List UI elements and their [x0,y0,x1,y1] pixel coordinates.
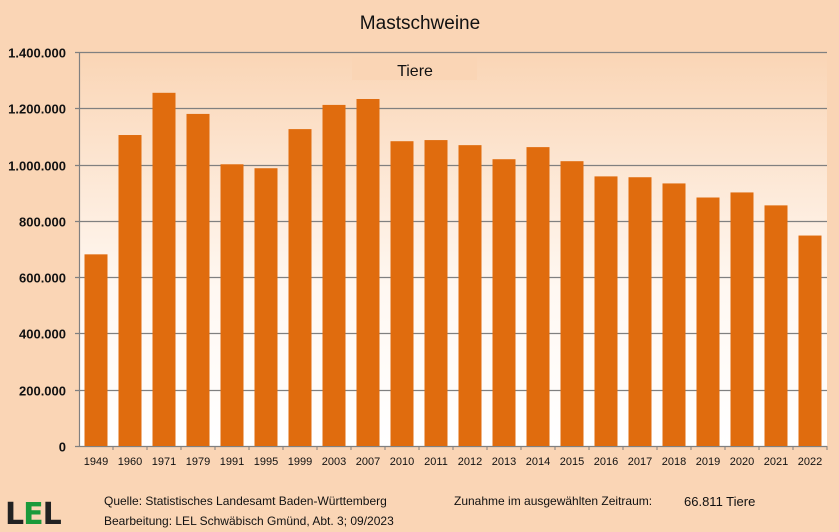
bar-2017 [628,177,652,446]
source-text: Quelle: Statistisches Landesamt Baden-Wü… [104,494,387,508]
bar-1999 [288,129,312,446]
bar-2022 [798,235,822,446]
bar-2020 [730,192,754,446]
y-tick-label: 600.000 [19,271,66,286]
x-tick-label: 1995 [254,456,278,468]
bar-1995 [254,168,278,447]
y-tick-label: 400.000 [19,327,66,342]
x-tick-label: 2013 [492,456,516,468]
bar-2012 [458,145,482,446]
bar-1979 [186,113,210,447]
x-tick-label: 2017 [628,456,652,468]
x-tick-label: 2015 [560,456,584,468]
y-tick-label: 800.000 [19,215,66,230]
bar-1991 [220,164,244,447]
x-tick-label: 1971 [152,456,176,468]
y-tick-label: 1.400.000 [8,46,66,61]
x-tick-label: 2007 [356,456,380,468]
series-label-box [352,57,477,80]
x-tick-label: 2016 [594,456,618,468]
bar-2018 [662,183,686,447]
x-tick-label: 1991 [220,456,244,468]
bar-2010 [390,141,414,446]
y-tick-label: 1.200.000 [8,102,66,117]
x-tick-label: 1979 [186,456,210,468]
x-tick-label: 2021 [764,456,788,468]
bar-2007 [356,98,380,447]
bar-2015 [560,161,584,447]
bar-1971 [152,92,176,447]
y-tick-label: 0 [59,440,66,455]
x-tick-label: 2018 [662,456,686,468]
y-tick-label: 200.000 [19,384,66,399]
bar-2003 [322,104,346,446]
bar-2013 [492,159,516,446]
bar-2019 [696,197,720,446]
bar-1960 [118,135,142,446]
bar-1949 [84,254,108,446]
bar-2011 [424,140,448,446]
x-tick-label: 1960 [118,456,142,468]
series-label: Tiere [397,63,433,80]
bar-2014 [526,147,550,446]
x-tick-label: 2014 [526,456,550,468]
bar-2016 [594,176,618,447]
x-tick-label: 2003 [322,456,346,468]
x-tick-label: 2012 [458,456,482,468]
x-tick-label: 2019 [696,456,720,468]
lel-logo: LEL [5,497,62,532]
y-tick-label: 1.000.000 [8,159,66,174]
x-tick-label: 2022 [798,456,822,468]
bar-2021 [764,205,788,446]
x-tick-label: 1949 [84,456,108,468]
x-tick-label: 2011 [424,456,448,468]
x-tick-label: 2010 [390,456,414,468]
x-tick-label: 2020 [730,456,754,468]
change-value: 66.811 Tiere [684,494,756,509]
change-label: Zunahme im ausgewählten Zeitraum: [454,494,653,508]
chart-title: Mastschweine [360,13,480,34]
editor-text: Bearbeitung: LEL Schwäbisch Gmünd, Abt. … [104,514,394,528]
x-tick-label: 1999 [288,456,312,468]
